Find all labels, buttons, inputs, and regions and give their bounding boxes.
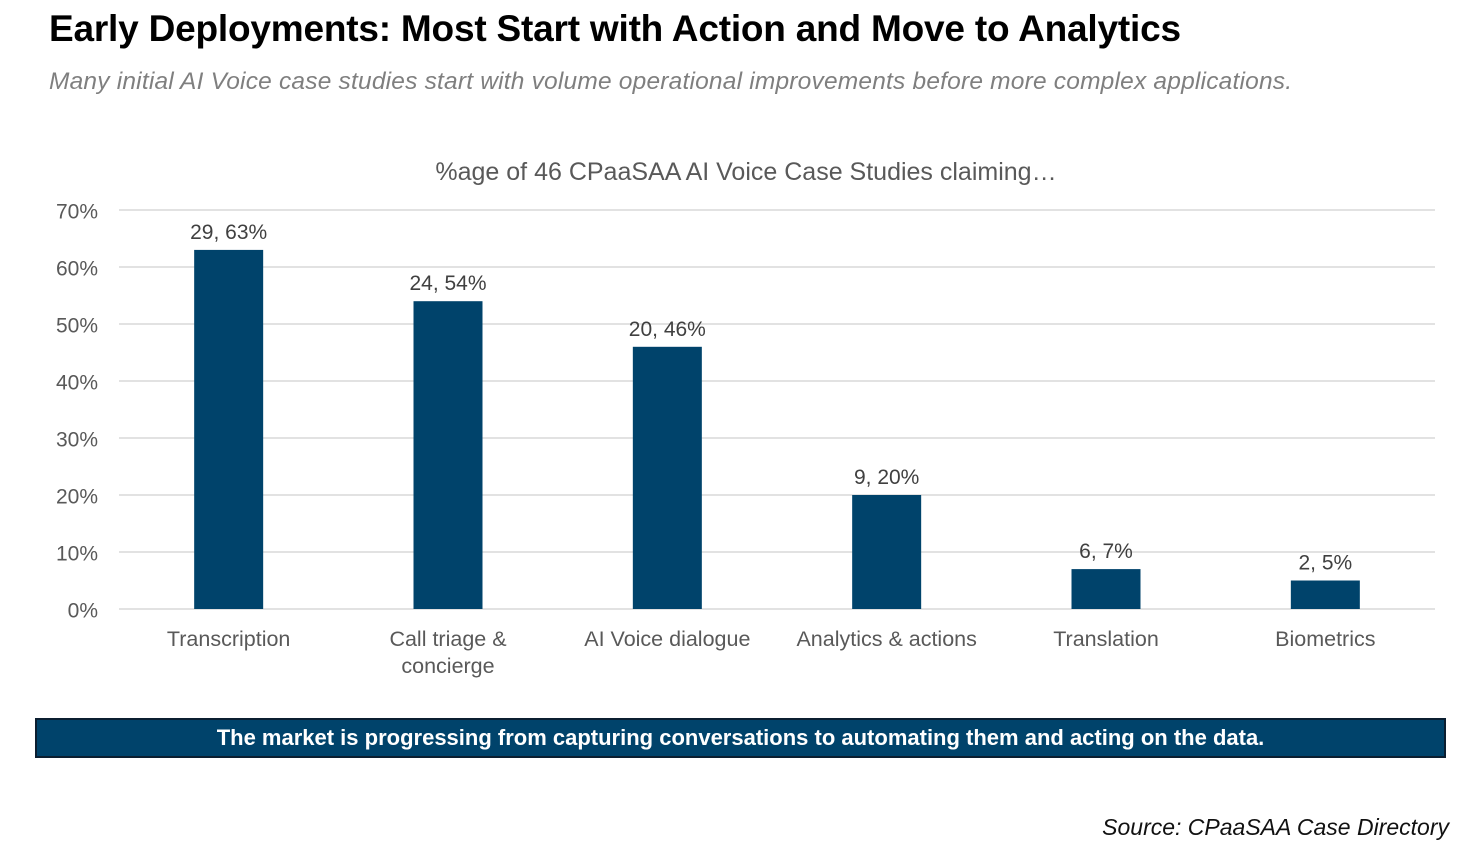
data-labels: 29, 63% 24, 54% 20, 46% 9, 20% 6, 7% 2, 5% <box>190 221 1352 575</box>
data-label: 2, 5% <box>1298 552 1352 575</box>
data-label: 9, 20% <box>854 466 919 489</box>
y-tick-label: 0% <box>68 600 98 623</box>
y-tick-label: 40% <box>56 372 98 395</box>
data-label: 20, 46% <box>629 318 706 341</box>
bar <box>194 249 264 609</box>
bar <box>632 346 702 609</box>
y-tick-label: 30% <box>56 429 98 452</box>
chart-title: %age of 46 CPaaSAA AI Voice Case Studies… <box>435 158 1056 186</box>
bar <box>1290 580 1360 609</box>
x-tick-label: AI Voice dialogue <box>584 627 750 651</box>
bar <box>852 495 922 609</box>
y-tick-label: 20% <box>56 486 98 509</box>
page-title: Early Deployments: Most Start with Actio… <box>49 8 1181 49</box>
key-takeaway-banner: The market is progressing from capturing… <box>35 718 1446 758</box>
x-tick-label: Biometrics <box>1275 627 1375 651</box>
y-tick-label: 10% <box>56 543 98 566</box>
gridlines <box>119 209 1435 610</box>
bar <box>413 301 483 609</box>
y-axis: 0% 10% 20% 30% 40% 50% 60% 70% <box>56 201 98 623</box>
y-tick-label: 50% <box>56 315 98 338</box>
x-tick-label: concierge <box>401 654 494 678</box>
x-tick-label: Translation <box>1053 627 1159 651</box>
data-label: 29, 63% <box>190 221 267 244</box>
bar-chart: %age of 46 CPaaSAA AI Voice Case Studies… <box>56 158 1435 678</box>
y-tick-label: 70% <box>56 201 98 224</box>
x-axis: Transcription Call triage & concierge AI Vo… <box>167 627 1376 678</box>
x-tick-label: Transcription <box>167 627 290 651</box>
x-tick-label: Call triage & <box>389 627 506 651</box>
bar <box>1071 569 1141 609</box>
data-label: 6, 7% <box>1079 540 1133 563</box>
page-subtitle: Many initial AI Voice case studies start… <box>49 68 1293 95</box>
data-label: 24, 54% <box>409 272 486 295</box>
y-tick-label: 60% <box>56 258 98 281</box>
bars <box>194 249 1360 609</box>
x-tick-label: Analytics & actions <box>796 627 976 651</box>
source-note: Source: CPaaSAA Case Directory <box>1102 814 1449 840</box>
